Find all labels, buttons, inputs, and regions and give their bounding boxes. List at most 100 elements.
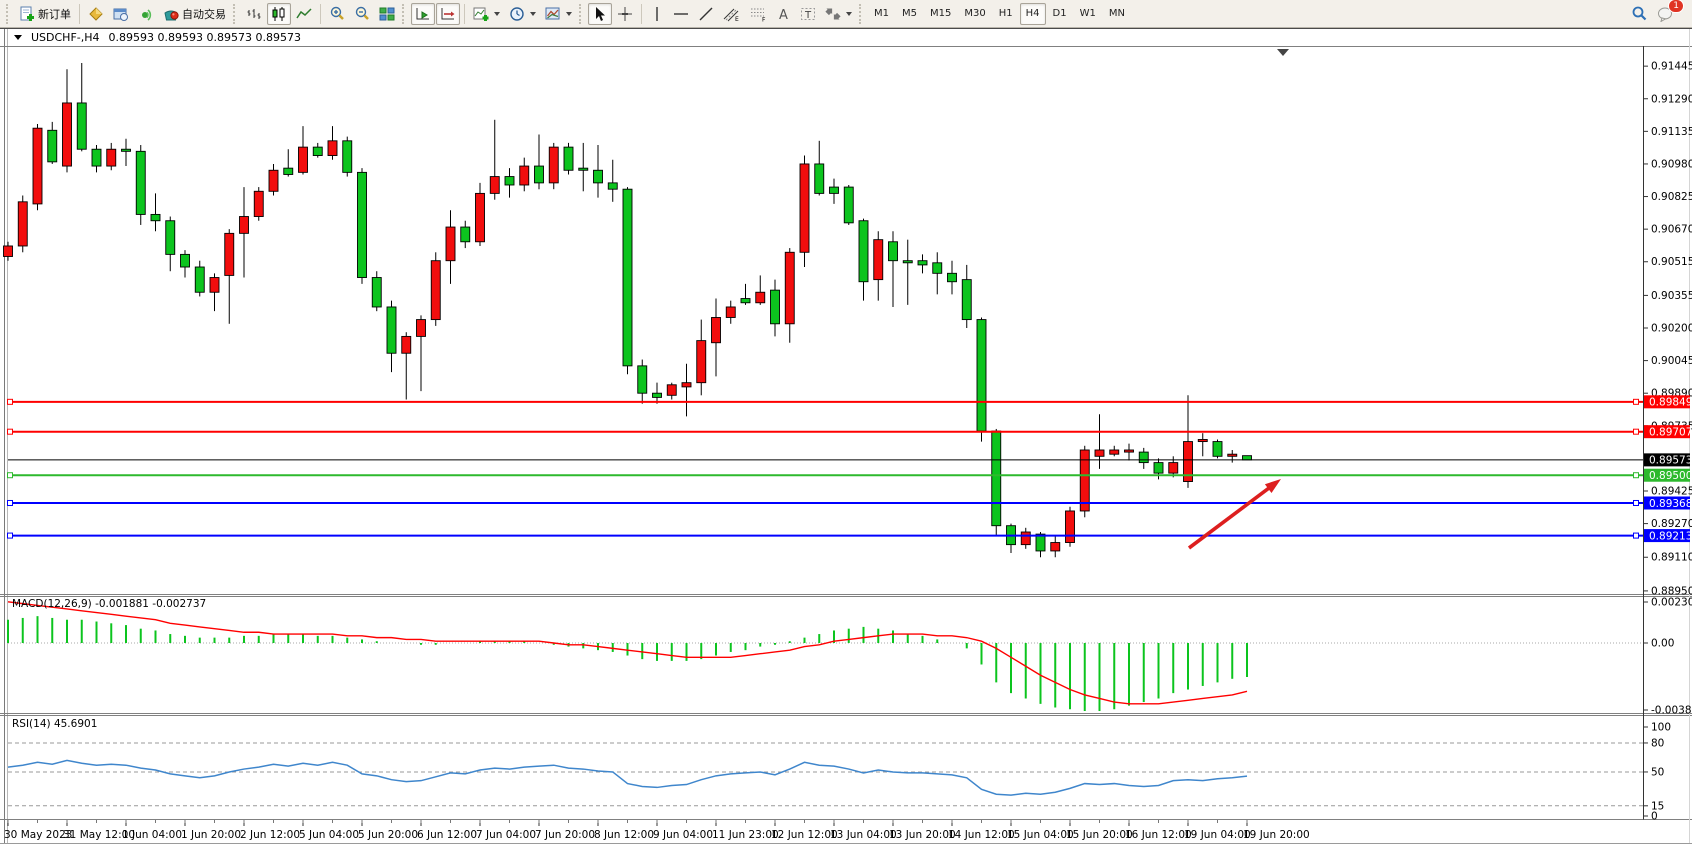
text-label-icon: T xyxy=(801,7,815,21)
arrows-dropdown-caret xyxy=(846,11,852,16)
tile-windows-icon xyxy=(379,7,395,20)
svg-text:0.91135: 0.91135 xyxy=(1651,126,1692,138)
chart-ohlc-values: 0.89593 0.89593 0.89573 0.89573 xyxy=(108,31,301,44)
horizontal-line-icon xyxy=(674,12,688,15)
zoom-out-button[interactable] xyxy=(350,3,374,25)
toolbar-grip xyxy=(233,3,237,24)
line-chart-mode-button[interactable] xyxy=(292,3,316,25)
signals-icon xyxy=(142,8,152,21)
new-order-label: 新订单 xyxy=(38,7,71,21)
tab-timeframe-W1[interactable]: W1 xyxy=(1079,8,1096,19)
svg-text:1 Jun 04:00: 1 Jun 04:00 xyxy=(122,829,182,841)
svg-text:T: T xyxy=(804,10,812,21)
svg-text:2 Jun 12:00: 2 Jun 12:00 xyxy=(240,829,300,841)
svg-text:0.90515: 0.90515 xyxy=(1651,256,1692,268)
price-axis[interactable]: 0.91445 0.91290 0.91135 0.90980 0.90825 0.906… xyxy=(1643,61,1692,598)
toolbar-grip xyxy=(859,3,863,24)
bar-chart-icon xyxy=(247,8,261,19)
macd-signal-line xyxy=(7,601,1248,705)
equidistant-channel-icon: E xyxy=(723,8,739,22)
svg-text:0.002305: 0.002305 xyxy=(1651,597,1692,609)
channel-tool-button[interactable]: E xyxy=(719,3,745,25)
search-button[interactable] xyxy=(1627,3,1652,25)
auto-trading-button[interactable]: 自动交易 xyxy=(159,3,230,25)
svg-text:13 Jun 20:00: 13 Jun 20:00 xyxy=(889,829,956,841)
candlestick-mode-button[interactable] xyxy=(267,2,291,25)
navigator-button[interactable] xyxy=(109,3,133,25)
tab-timeframe-M1[interactable]: M1 xyxy=(874,8,889,19)
periods-button[interactable] xyxy=(505,3,540,25)
clock-icon xyxy=(510,6,524,21)
macd-indicator-label: MACD(12,26,9) -0.001881 -0.002737 xyxy=(12,598,207,610)
tile-windows-button[interactable] xyxy=(375,3,399,25)
svg-text:0.00: 0.00 xyxy=(1651,638,1674,650)
svg-text:12 Jun 12:00: 12 Jun 12:00 xyxy=(771,829,838,841)
bar-chart-mode-button[interactable] xyxy=(242,3,266,25)
signals-button[interactable] xyxy=(134,3,158,25)
tab-timeframe-H4[interactable]: H4 xyxy=(1019,2,1046,25)
svg-text:0.89213: 0.89213 xyxy=(1649,530,1692,542)
vertical-line-tool-button[interactable] xyxy=(646,3,668,25)
new-order-button[interactable]: 新订单 xyxy=(15,3,75,25)
crosshair-tool-button[interactable] xyxy=(613,3,637,25)
notifications-button[interactable]: 1 xyxy=(1653,0,1684,25)
chart-collapse-icon[interactable] xyxy=(14,35,22,40)
svg-text:50: 50 xyxy=(1651,766,1664,778)
market-watch-button[interactable] xyxy=(84,3,108,25)
text-label-tool-button[interactable]: T xyxy=(796,3,820,25)
svg-text:11 Jun 23:00: 11 Jun 23:00 xyxy=(712,829,779,841)
window-frame xyxy=(0,28,1692,845)
cursor-tool-button[interactable] xyxy=(588,2,612,25)
auto-scroll-button[interactable] xyxy=(411,2,435,25)
macd-histogram xyxy=(7,616,1248,712)
line-chart-icon xyxy=(296,7,312,18)
text-tool-button[interactable]: A xyxy=(773,3,795,25)
indicators-add-icon xyxy=(473,7,489,21)
svg-text:0.89270: 0.89270 xyxy=(1651,518,1692,530)
svg-text:15 Jun 20:00: 15 Jun 20:00 xyxy=(1066,829,1133,841)
svg-text:F: F xyxy=(762,16,766,22)
tab-timeframe-M5[interactable]: M5 xyxy=(902,8,917,19)
svg-text:0.89500: 0.89500 xyxy=(1649,470,1692,482)
svg-text:0.89110: 0.89110 xyxy=(1651,552,1692,564)
chat-bubble-icon xyxy=(1658,7,1672,22)
indicators-dropdown-caret xyxy=(494,11,500,16)
periods-dropdown-caret xyxy=(530,11,536,16)
toolbar-separator xyxy=(464,3,465,24)
candlestick-icon xyxy=(272,6,285,21)
toolbar-grip xyxy=(6,3,10,24)
svg-text:14 Jun 12:00: 14 Jun 12:00 xyxy=(948,829,1015,841)
indicators-button[interactable] xyxy=(469,3,504,25)
bid-price-line: 0.89573 xyxy=(8,453,1692,467)
fibonacci-tool-button[interactable]: F xyxy=(746,3,772,25)
main-toolbar: 新订单 自动交易 xyxy=(0,0,1692,28)
svg-text:80: 80 xyxy=(1651,737,1664,749)
svg-text:6 Jun 12:00: 6 Jun 12:00 xyxy=(417,829,477,841)
svg-text:7 Jun 20:00: 7 Jun 20:00 xyxy=(535,829,595,841)
arrows-tool-button[interactable] xyxy=(821,3,856,25)
chart-shift-button[interactable] xyxy=(436,2,460,25)
tab-timeframe-MN[interactable]: MN xyxy=(1108,8,1125,19)
tab-timeframe-D1[interactable]: D1 xyxy=(1052,8,1067,19)
trendline-tool-button[interactable] xyxy=(694,3,718,25)
vertical-line-icon xyxy=(656,6,658,21)
svg-text:E: E xyxy=(735,16,739,22)
horizontal-line-tool-button[interactable] xyxy=(669,3,693,25)
arrow-annotation[interactable] xyxy=(1187,479,1281,550)
zoom-in-button[interactable] xyxy=(325,3,349,25)
rsi-panel: 100 80 50 150 xyxy=(8,722,1671,823)
svg-text:0.89849: 0.89849 xyxy=(1649,397,1692,409)
templates-button[interactable] xyxy=(541,3,576,25)
tab-timeframe-M15[interactable]: M15 xyxy=(930,8,952,19)
chart-header: USDCHF-,H4 0.89593 0.89593 0.89573 0.895… xyxy=(10,30,305,45)
horizontal-level-lines[interactable]: 0.89849 0.89707 0.89500 0.89368 0.89213 xyxy=(7,395,1692,542)
toolbar-separator xyxy=(320,3,321,24)
tab-timeframe-H1[interactable]: H1 xyxy=(998,8,1013,19)
timeframe-toolbar: M1 M5 M15 M30 H1 H4 D1 W1 MN xyxy=(868,2,1131,25)
tab-timeframe-M30[interactable]: M30 xyxy=(964,8,986,19)
svg-text:1 Jun 20:00: 1 Jun 20:00 xyxy=(181,829,241,841)
zoom-in-icon xyxy=(330,6,344,20)
svg-text:19 Jun 20:00: 19 Jun 20:00 xyxy=(1243,829,1310,841)
